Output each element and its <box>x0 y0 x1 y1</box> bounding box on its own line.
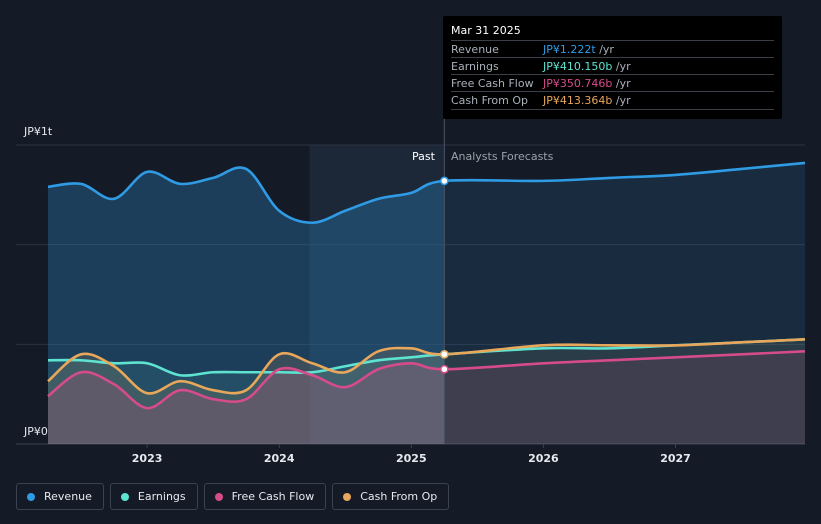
legend-item-cash-from-op[interactable]: Cash From Op <box>332 483 450 510</box>
tooltip-label: Cash From Op <box>451 94 529 107</box>
forecast-region-label: Analysts Forecasts <box>451 150 554 163</box>
tooltip-value: JP¥410.150b <box>543 60 613 73</box>
legend-dot-icon <box>120 492 129 501</box>
tooltip-date: Mar 31 2025 <box>451 24 521 37</box>
legend-dot-icon <box>214 492 223 501</box>
tooltip-unit: /yr <box>615 77 631 90</box>
x-tick-label: 2025 <box>396 452 427 465</box>
legend-label: Revenue <box>44 490 92 503</box>
legend-dot-icon <box>343 492 352 501</box>
y-axis-top-label: JP¥1t <box>24 125 53 138</box>
legend-item-free-cash-flow[interactable]: Free Cash Flow <box>203 483 327 510</box>
tooltip-row-earnings: Earnings JP¥410.150b /yr <box>451 57 774 75</box>
revenue-area-forecast <box>444 162 805 444</box>
legend-label: Cash From Op <box>360 490 438 503</box>
past-highlight-band <box>309 145 445 444</box>
tooltip-value-wrap: JP¥350.746b /yr <box>543 77 631 90</box>
legend: Revenue Earnings Free Cash Flow Cash Fro… <box>16 483 450 510</box>
revenue-marker <box>439 176 449 186</box>
tooltip-unit: /yr <box>599 43 614 56</box>
tooltip-unit: /yr <box>615 94 631 107</box>
free-cash-flow-marker <box>439 364 449 374</box>
tooltip-unit: /yr <box>615 60 631 73</box>
earnings-line <box>47 338 806 377</box>
x-tick-label: 2023 <box>132 452 163 465</box>
tooltip-row-free-cash-flow: Free Cash Flow JP¥350.746b /yr <box>451 74 774 92</box>
tooltip-label: Earnings <box>451 60 499 73</box>
tooltip-label: Revenue <box>451 43 499 56</box>
x-tick-label: 2024 <box>264 452 295 465</box>
revenue-area-past <box>48 167 445 444</box>
legend-label: Earnings <box>137 490 186 503</box>
legend-dot-icon <box>27 492 35 501</box>
tooltip-value-wrap: JP¥410.150b /yr <box>543 60 631 73</box>
tooltip-label: Free Cash Flow <box>451 77 534 90</box>
past-region-label: Past <box>412 150 435 163</box>
cash-from-op-line <box>47 338 806 395</box>
legend-item-earnings[interactable]: Earnings <box>109 483 198 510</box>
legend-label: Free Cash Flow <box>231 490 315 503</box>
tooltip-value: JP¥350.746b <box>543 77 613 90</box>
cash-from-op-marker <box>439 349 449 359</box>
cash-from-op-area-past <box>48 347 445 444</box>
tooltip-value: JP¥413.364b <box>543 94 613 107</box>
tooltip-row-revenue: Revenue JP¥1.222t /yr <box>451 40 774 58</box>
revenue-line <box>47 161 806 225</box>
legend-item-revenue[interactable]: Revenue <box>16 483 104 510</box>
free-cash-flow-line <box>47 350 806 410</box>
x-tick-label: 2026 <box>528 452 559 465</box>
free-cash-flow-area-past <box>48 363 445 444</box>
free-cash-flow-area-forecast <box>444 351 805 444</box>
tooltip-row-cash-from-op: Cash From Op JP¥413.364b /yr <box>451 91 774 110</box>
y-axis-bottom-label: JP¥0 <box>24 425 48 438</box>
cash-from-op-area-forecast <box>444 339 805 444</box>
data-tooltip: Mar 31 2025 Revenue JP¥1.222t /yr Earnin… <box>443 16 782 119</box>
tooltip-value-wrap: JP¥413.364b /yr <box>543 94 631 107</box>
earnings-area-forecast <box>444 339 805 444</box>
tooltip-value-wrap: JP¥1.222t /yr <box>543 43 614 56</box>
tooltip-value: JP¥1.222t <box>543 43 596 56</box>
x-tick-label: 2027 <box>660 452 691 465</box>
